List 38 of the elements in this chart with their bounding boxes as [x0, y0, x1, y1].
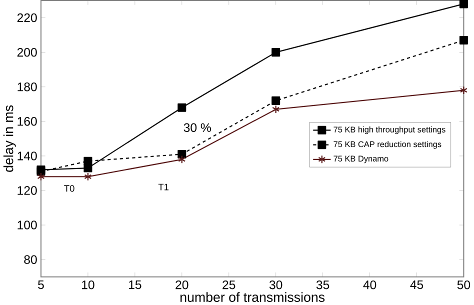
x-axis-title: number of transmissions [180, 292, 325, 302]
legend-label: 75 KB high throughput settings [334, 126, 446, 134]
point [272, 48, 280, 56]
x-tick-label: 15 [128, 280, 142, 289]
x-tick-label: 20 [176, 280, 188, 290]
y-axis-title: delay in ms [3, 105, 16, 172]
point [459, 0, 468, 8]
y-tick-label: 220 [17, 13, 37, 22]
y-tick-label: 140 [18, 151, 37, 160]
y-tick-label: 80 [24, 255, 37, 264]
x-tick-label: 25 [222, 280, 236, 290]
x-tick-label: 50 [457, 280, 470, 290]
legend-label: 75 KB Dynamo [334, 156, 388, 163]
y-tick-label: 100 [18, 220, 37, 230]
annotation: T1 [158, 184, 169, 190]
annotation: T0 [64, 184, 74, 192]
point [459, 36, 468, 44]
point [84, 156, 92, 166]
point [272, 96, 280, 105]
point [178, 154, 186, 164]
point [84, 172, 92, 181]
annotation: 30 % [184, 123, 211, 132]
point [460, 86, 468, 94]
legend-label: 75 KB CAP reduction settings [334, 140, 442, 149]
y-tick-label: 180 [18, 82, 37, 92]
x-tick-label: 10 [82, 280, 94, 290]
x-tick-label: 35 [316, 280, 330, 290]
point [178, 103, 186, 112]
point [37, 172, 45, 181]
x-tick-label: 45 [410, 280, 424, 289]
x-tick-label: 5 [38, 280, 44, 289]
y-tick-label: 160 [18, 116, 37, 126]
y-tick-label: 200 [17, 48, 37, 56]
x-tick-label: 40 [363, 280, 376, 290]
x-tick-label: 30 [269, 280, 282, 290]
point [178, 150, 186, 158]
point [272, 104, 280, 114]
y-tick-label: 120 [18, 186, 37, 195]
